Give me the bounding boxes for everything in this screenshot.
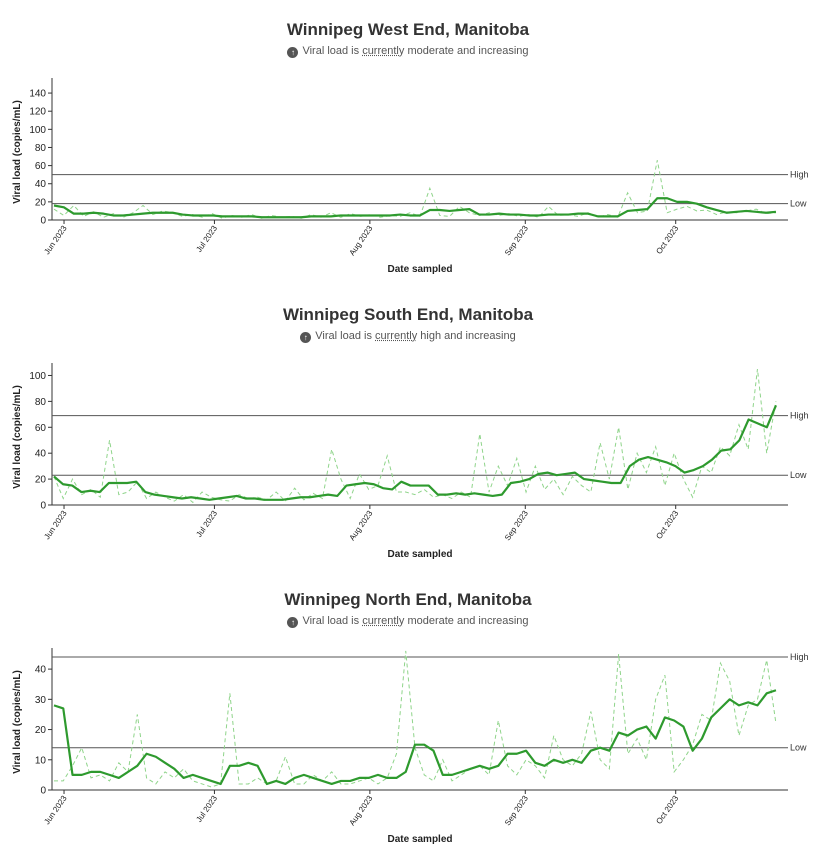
threshold-high-label: High [790,652,809,662]
x-tick-label: Aug 2023 [347,509,374,543]
x-tick-label: Oct 2023 [654,224,680,256]
y-tick-label: 40 [35,179,47,190]
x-tick-label: Jun 2023 [42,224,69,257]
chart-panel-north: Winnipeg North End, Manitoba ↑ Viral load… [0,570,816,855]
y-tick-label: 20 [35,475,47,486]
y-tick-label: 100 [29,371,46,382]
x-tick-label: Oct 2023 [654,794,680,826]
chart-south: 0 20 40 60 80 100 Viral load (copies/mL) Jun 20… [0,285,816,570]
x-tick-label: Jun 2023 [42,794,69,827]
y-tick-label: 20 [35,197,47,208]
threshold-low-label: Low [790,470,807,480]
x-tick-label: Sep 2023 [503,794,530,828]
x-tick-label: Sep 2023 [503,509,530,543]
y-tick-label: 0 [40,216,46,227]
y-tick-label: 0 [40,786,46,797]
threshold-high-label: High [790,411,809,421]
y-tick-label: 140 [29,89,46,100]
x-tick-label: Sep 2023 [503,224,530,258]
rolling-average-line [54,405,776,500]
x-axis-label-north: Date sampled [0,834,816,845]
chart-west: 0 20 40 60 80 100 120 140 Viral load (copies/mL)… [0,0,816,285]
y-tick-label: 100 [29,125,46,136]
x-axis-label-south: Date sampled [0,549,816,560]
y-tick-label: 60 [35,161,47,172]
x-tick-label: Jul 2023 [194,509,219,539]
y-tick-label: 30 [35,695,47,706]
threshold-low-label: Low [790,743,807,753]
chart-north: 0 10 20 30 40 Viral load (copies/mL) Jun 2023 J… [0,570,816,855]
y-tick-label: 80 [35,397,47,408]
y-tick-label: 10 [35,755,47,766]
y-tick-label: 40 [35,665,47,676]
threshold-high-label: High [790,170,809,180]
x-tick-label: Aug 2023 [347,794,374,828]
y-tick-label: 20 [35,725,47,736]
y-axis-label: Viral load (copies/mL) [12,385,23,489]
x-tick-label: Jul 2023 [194,224,219,254]
daily-series-line [54,160,776,218]
x-axis-label-west: Date sampled [0,264,816,275]
y-tick-label: 120 [29,107,46,118]
y-tick-label: 60 [35,423,47,434]
daily-series-line [54,369,776,502]
y-tick-label: 0 [40,501,46,512]
x-tick-label: Jun 2023 [42,509,69,542]
threshold-low-label: Low [790,199,807,209]
chart-panel-west: Winnipeg West End, Manitoba ↑ Viral load … [0,0,816,285]
chart-panel-south: Winnipeg South End, Manitoba ↑ Viral load… [0,285,816,570]
x-tick-label: Oct 2023 [654,509,680,541]
x-tick-label: Aug 2023 [347,224,374,258]
x-tick-label: Jul 2023 [194,794,219,824]
y-axis-label: Viral load (copies/mL) [12,100,23,204]
rolling-average-line [54,198,776,217]
y-tick-label: 80 [35,143,47,154]
y-tick-label: 40 [35,449,47,460]
y-axis-label: Viral load (copies/mL) [12,670,23,774]
